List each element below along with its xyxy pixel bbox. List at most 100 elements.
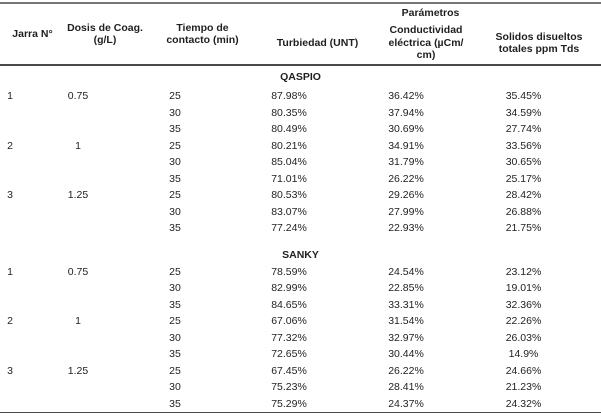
table-cell: 30: [169, 106, 181, 119]
table-body: QASPIO 1 0.75 25 87.98% 36.42% 35.45% 30 80.35% 3…: [0, 66, 601, 413]
table-cell: 80.49%: [271, 123, 307, 136]
table-row: 2 1 25 80.21% 34.91% 33.56%: [0, 138, 601, 155]
section-header-qaspio: QASPIO: [280, 71, 321, 83]
table-row: 30 82.99% 22.85% 19.01%: [0, 280, 601, 297]
table-cell: 28.41%: [388, 381, 424, 394]
table-cell: 35: [169, 397, 181, 410]
table-cell: 35: [169, 298, 181, 311]
table-cell: 25: [169, 364, 181, 377]
table-cell: 1: [7, 265, 13, 278]
table-cell: [20, 220, 136, 237]
table-cell: 80.35%: [271, 106, 307, 119]
table-cell: 84.65%: [271, 298, 307, 311]
table-cell: [0, 171, 20, 188]
table-cell: 30: [169, 282, 181, 295]
table-row: 35 71.01% 26.22% 25.17%: [0, 171, 601, 188]
table-cell: [0, 346, 20, 363]
table-cell: [0, 396, 20, 413]
table-cell: 25.17%: [505, 172, 542, 185]
table-row: 35 84.65% 33.31% 32.36%: [0, 297, 601, 314]
table-cell: 22.85%: [388, 282, 424, 295]
table-cell: 1: [75, 315, 81, 328]
table-cell: 75.23%: [271, 381, 307, 394]
table-cell: [20, 105, 136, 122]
table-cell: 33.56%: [505, 139, 542, 152]
table-cell: 35: [169, 348, 181, 361]
table-header: Jarra N° Dosis de Coag. (g/L) Tiempo de …: [0, 2, 601, 66]
table-row: 35 72.65% 30.44% 14.9%: [0, 346, 601, 363]
table-cell: 25: [169, 315, 181, 328]
table-cell: 2: [7, 139, 13, 152]
table-cell: [20, 154, 136, 171]
table-cell: 29.26%: [388, 189, 424, 202]
table-cell: 3: [7, 189, 13, 202]
table-cell: [0, 204, 20, 221]
col-header-solidos: Solidos disueltos totales ppm Tds: [495, 30, 583, 55]
table-cell: 24.54%: [388, 265, 424, 278]
table-cell: [20, 204, 136, 221]
table-cell: 71.01%: [271, 172, 307, 185]
table-cell: 83.07%: [271, 205, 307, 218]
table-row: 35 75.29% 24.37% 24.32%: [0, 396, 601, 413]
table-row: 2 1 25 67.06% 31.54% 22.26%: [0, 313, 601, 330]
table-row: 35 80.49% 30.69% 27.74%: [0, 121, 601, 138]
table-cell: 35: [169, 123, 181, 136]
col-header-jarra: Jarra N°: [12, 27, 53, 40]
table-cell: 36.42%: [388, 90, 424, 103]
table-cell: 23.12%: [505, 265, 542, 278]
table-cell: 0.75: [67, 265, 89, 278]
table-cell: [0, 105, 20, 122]
table-cell: 19.01%: [505, 282, 542, 295]
table-cell: 87.98%: [271, 90, 307, 103]
table-cell: 30: [169, 381, 181, 394]
table-cell: 30.65%: [505, 156, 542, 169]
table-cell: 1.25: [67, 189, 89, 202]
table-cell: 26.03%: [505, 331, 542, 344]
col-header-turbiedad: Turbiedad (UNT): [276, 36, 359, 49]
table-cell: [20, 121, 136, 138]
table-cell: 27.99%: [388, 205, 424, 218]
table-cell: 72.65%: [271, 348, 307, 361]
table-cell: 26.88%: [505, 205, 542, 218]
group-header-parametros: Parámetros: [401, 6, 460, 19]
table-cell: [20, 280, 136, 297]
table-cell: 22.26%: [505, 315, 542, 328]
table-cell: 75.29%: [271, 397, 307, 410]
section-header-sanky: SANKY: [282, 249, 319, 261]
table-cell: 77.32%: [271, 331, 307, 344]
table-cell: 2: [7, 315, 13, 328]
table-cell: 35: [169, 172, 181, 185]
table-row: 30 75.23% 28.41% 21.23%: [0, 379, 601, 396]
table-cell: 1.25: [67, 364, 89, 377]
table-row: 1 0.75 25 87.98% 36.42% 35.45%: [0, 88, 601, 105]
table-cell: 31.79%: [388, 156, 424, 169]
table-cell: 77.24%: [271, 222, 307, 235]
table-cell: 21.23%: [505, 381, 542, 394]
table-cell: 21.75%: [505, 222, 542, 235]
table-cell: [20, 396, 136, 413]
table-row: 35 77.24% 22.93% 21.75%: [0, 220, 601, 237]
table-cell: 32.97%: [388, 331, 424, 344]
table-cell: 32.36%: [505, 298, 542, 311]
table-cell: 27.74%: [505, 123, 542, 136]
table-cell: 28.42%: [505, 189, 542, 202]
table-cell: [0, 220, 20, 237]
table-cell: 30: [169, 205, 181, 218]
table-row: 30 77.32% 32.97% 26.03%: [0, 330, 601, 347]
table-cell: [0, 330, 20, 347]
table-cell: 3: [7, 364, 13, 377]
table-cell: [0, 280, 20, 297]
col-header-conductividad: Conductividad eléctrica (µCm/ cm): [388, 24, 464, 62]
table-cell: 1: [7, 90, 13, 103]
table-cell: [0, 154, 20, 171]
table-cell: 30.44%: [388, 348, 424, 361]
table-cell: 80.21%: [271, 139, 307, 152]
col-header-tiempo: Tiempo de contacto (min): [166, 21, 239, 46]
table-cell: [0, 379, 20, 396]
table-cell: 82.99%: [271, 282, 307, 295]
table-cell: 80.53%: [271, 189, 307, 202]
table-cell: 25: [169, 139, 181, 152]
table-row: 30 80.35% 37.94% 34.59%: [0, 105, 601, 122]
table-cell: 85.04%: [271, 156, 307, 169]
